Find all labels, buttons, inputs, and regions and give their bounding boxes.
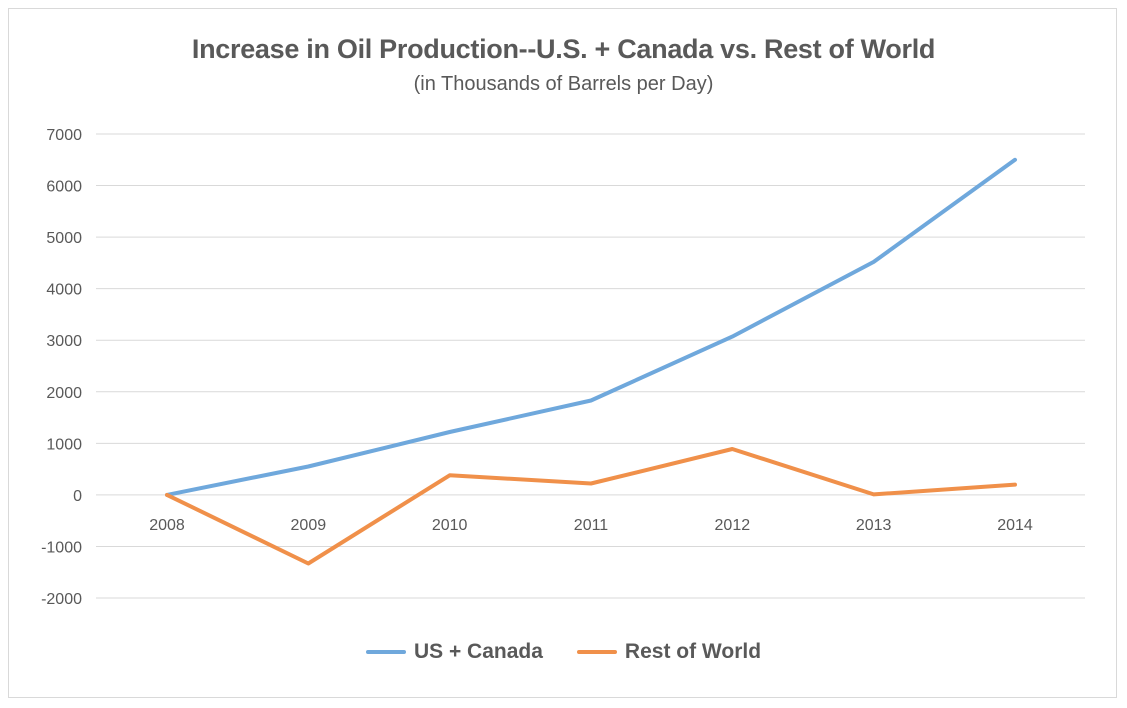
legend: US + Canada Rest of World <box>0 640 1127 664</box>
y-axis-tick-labels: 7000 6000 5000 4000 3000 2000 1000 0 -1000 -2000 <box>41 127 82 608</box>
y-tick-label: -2000 <box>41 591 82 608</box>
y-tick-label: 1000 <box>46 436 82 453</box>
x-tick-label: 2011 <box>574 517 609 534</box>
x-axis-tick-labels: 2008 2009 2010 2011 2012 2013 2014 <box>149 517 1033 534</box>
y-tick-label: 7000 <box>46 127 82 144</box>
x-tick-label: 2010 <box>432 517 468 534</box>
y-tick-label: 3000 <box>46 333 82 350</box>
y-tick-label: -1000 <box>41 539 82 556</box>
legend-swatch-us-canada <box>365 650 406 654</box>
legend-item-rest-of-world: Rest of World <box>576 640 762 664</box>
x-tick-label: 2012 <box>715 517 751 534</box>
series-line-rest-of-world <box>165 447 1017 566</box>
series-line-us-canada <box>165 157 1017 497</box>
chart-frame <box>8 8 1117 698</box>
legend-item-us-canada: US + Canada <box>365 640 543 664</box>
chart-subtitle: (in Thousands of Barrels per Day) <box>413 73 714 95</box>
series-lines <box>165 157 1017 566</box>
x-tick-label: 2013 <box>856 517 892 534</box>
gridlines <box>96 133 1085 599</box>
legend-swatch-rest-of-world <box>576 650 617 654</box>
y-tick-label: 5000 <box>46 230 82 247</box>
legend-label-us-canada: US + Canada <box>413 640 543 663</box>
y-tick-label: 0 <box>73 488 82 505</box>
x-tick-label: 2009 <box>291 517 327 534</box>
legend-label-rest-of-world: Rest of World <box>624 640 762 663</box>
x-tick-label: 2008 <box>149 517 185 534</box>
chart-title: Increase in Oil Production--U.S. + Canad… <box>191 34 936 64</box>
x-tick-label: 2014 <box>997 517 1033 534</box>
y-tick-label: 2000 <box>46 385 82 402</box>
y-tick-label: 6000 <box>46 179 82 196</box>
y-tick-label: 4000 <box>46 282 82 299</box>
